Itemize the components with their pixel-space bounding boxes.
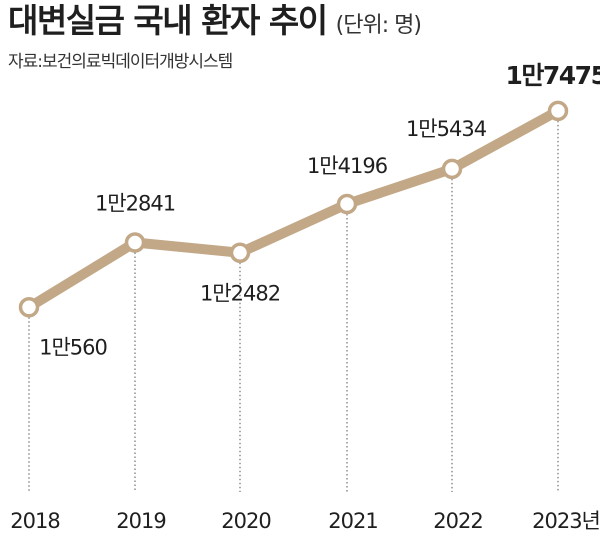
chart-title: 대변실금 국내 환자 추이 <box>8 1 328 40</box>
value-label-2019: 1만2841 <box>95 192 175 216</box>
x-tick-0: 2018 <box>10 509 59 533</box>
data-point-2018 <box>18 297 40 318</box>
x-tick-1: 2019 <box>116 509 165 533</box>
title-line: 대변실금 국내 환자 추이 (단위: 명) <box>8 4 600 37</box>
chart-header: 대변실금 국내 환자 추이 (단위: 명) 자료:보건의료빅데이터개방시스템 <box>8 4 600 72</box>
source-label: 자료:보건의료빅데이터개방시스템 <box>8 52 233 72</box>
data-point-2021 <box>336 193 358 215</box>
x-tick-4: 2022 <box>433 509 482 533</box>
data-point-2019 <box>124 232 146 253</box>
series-line <box>24 105 563 313</box>
data-point-2020 <box>229 242 251 263</box>
x-tick-3: 2021 <box>328 509 377 533</box>
value-label-2020: 1만2482 <box>200 282 280 306</box>
x-tick-2: 2020 <box>221 509 270 533</box>
x-tick-5: 2023년 <box>532 509 600 533</box>
unit-label: (단위: 명) <box>335 13 422 38</box>
data-point-2023년 <box>547 100 569 122</box>
data-point-2022 <box>441 158 463 180</box>
value-label-2023년: 1만7475 <box>506 61 600 90</box>
value-label-2021: 1만4196 <box>307 154 388 178</box>
value-label-2022: 1만5434 <box>406 117 487 141</box>
value-label-2018: 1만560 <box>39 335 107 359</box>
